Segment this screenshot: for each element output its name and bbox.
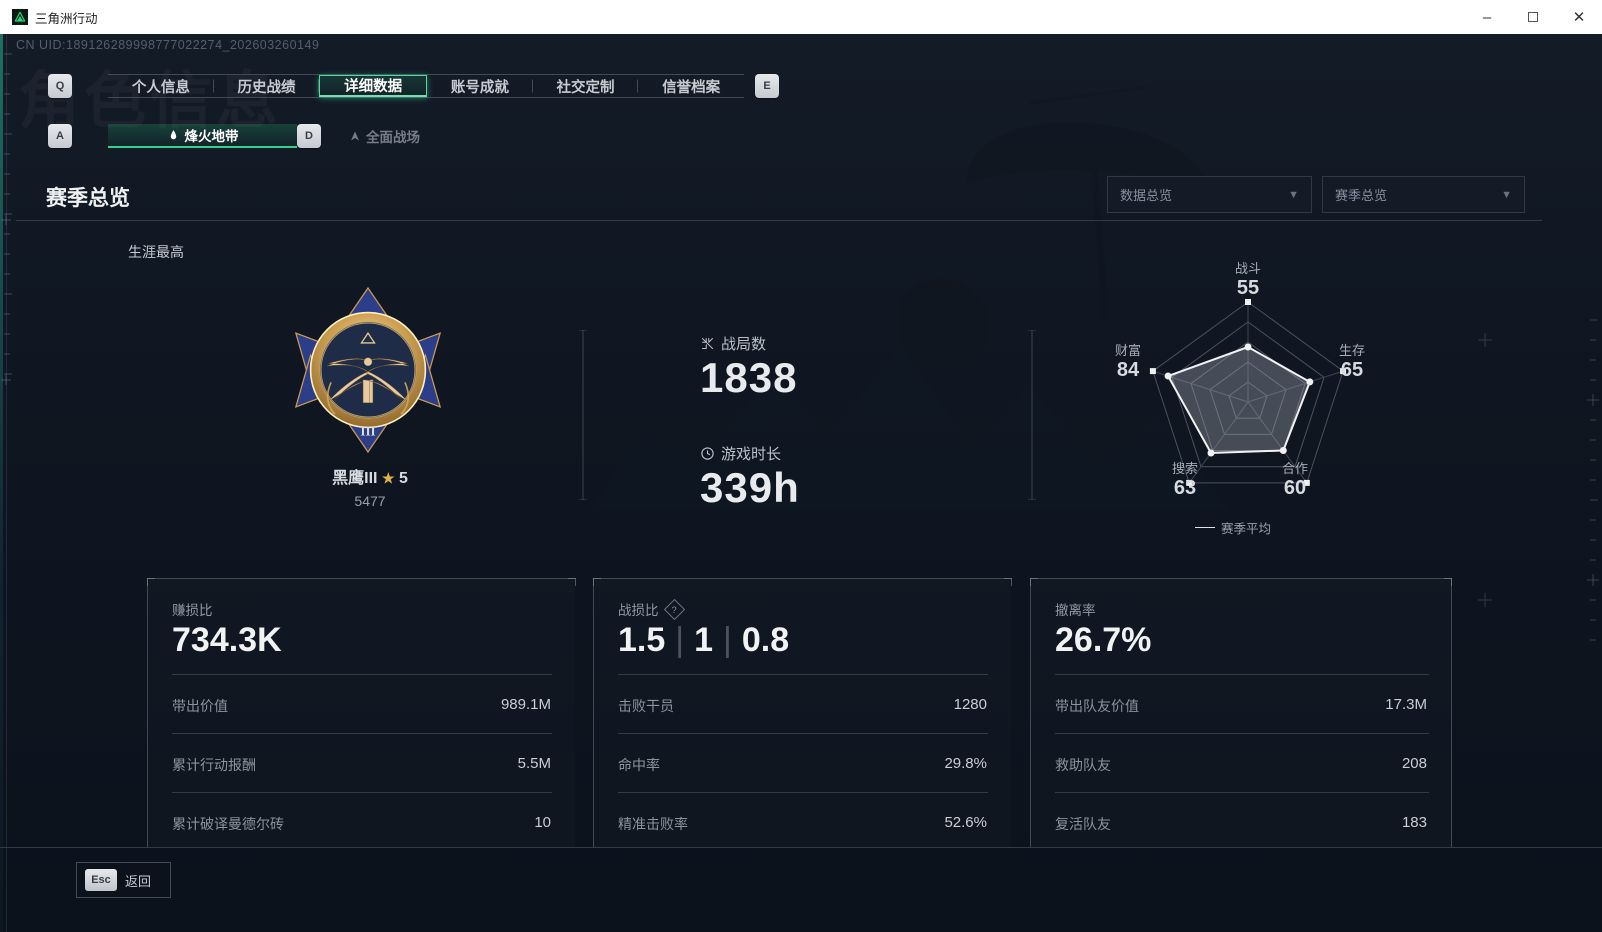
svg-text:III: III: [360, 424, 375, 439]
